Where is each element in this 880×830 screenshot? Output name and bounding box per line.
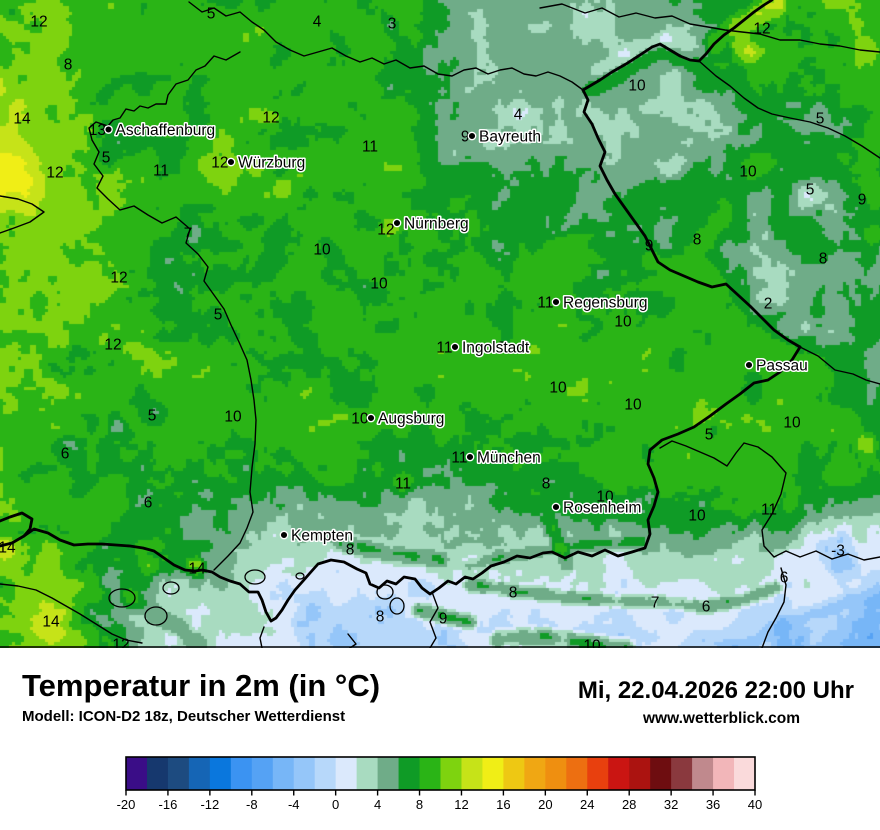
svg-text:5: 5 (214, 307, 223, 324)
svg-text:16: 16 (496, 797, 510, 812)
svg-text:11: 11 (436, 340, 452, 357)
svg-text:10: 10 (351, 411, 369, 428)
svg-text:10: 10 (614, 314, 632, 331)
svg-text:6: 6 (702, 599, 711, 616)
svg-text:10: 10 (783, 415, 801, 432)
svg-text:Aschaffenburg: Aschaffenburg (116, 122, 216, 139)
svg-text:8: 8 (509, 585, 518, 602)
svg-text:-3: -3 (831, 543, 845, 560)
svg-text:12: 12 (46, 165, 63, 182)
svg-text:Rosenheim: Rosenheim (563, 500, 641, 517)
svg-text:Regensburg: Regensburg (563, 295, 647, 312)
svg-text:8: 8 (819, 251, 828, 268)
svg-text:11: 11 (451, 450, 467, 467)
svg-text:-8: -8 (246, 797, 258, 812)
svg-text:12: 12 (110, 270, 127, 287)
svg-text:Augsburg: Augsburg (378, 411, 444, 428)
svg-text:7: 7 (651, 595, 660, 612)
svg-text:24: 24 (580, 797, 594, 812)
svg-text:3: 3 (388, 16, 397, 33)
svg-text:10: 10 (624, 397, 642, 414)
svg-text:7: 7 (499, 340, 508, 357)
svg-text:9: 9 (858, 192, 867, 209)
svg-text:4: 4 (313, 14, 322, 31)
svg-text:5: 5 (207, 6, 216, 23)
svg-text:14: 14 (188, 561, 206, 578)
svg-text:10: 10 (628, 78, 646, 95)
svg-text:10: 10 (224, 409, 242, 426)
svg-text:20: 20 (538, 797, 552, 812)
svg-text:8: 8 (416, 797, 423, 812)
svg-text:11: 11 (537, 295, 553, 312)
svg-text:12: 12 (262, 110, 279, 127)
svg-text:5: 5 (806, 182, 815, 199)
svg-text:32: 32 (664, 797, 678, 812)
svg-text:-12: -12 (200, 797, 219, 812)
svg-text:5: 5 (816, 111, 825, 128)
svg-text:0: 0 (332, 797, 339, 812)
svg-text:-20: -20 (117, 797, 136, 812)
svg-text:9: 9 (645, 238, 654, 255)
svg-text:Würzburg: Würzburg (238, 155, 305, 172)
svg-text:11: 11 (362, 139, 378, 156)
svg-text:12: 12 (211, 155, 228, 172)
svg-text:Passau: Passau (756, 358, 808, 375)
svg-text:11: 11 (761, 502, 777, 519)
svg-text:12: 12 (30, 14, 47, 31)
svg-text:12: 12 (454, 797, 468, 812)
svg-text:5: 5 (705, 427, 714, 444)
svg-text:6: 6 (780, 570, 789, 587)
svg-text:Nürnberg: Nürnberg (404, 216, 469, 233)
svg-text:München: München (477, 450, 541, 467)
svg-text:8: 8 (542, 476, 551, 493)
svg-text:36: 36 (706, 797, 720, 812)
svg-text:12: 12 (377, 222, 394, 239)
svg-text:10: 10 (583, 638, 601, 649)
svg-text:Bayreuth: Bayreuth (479, 129, 541, 146)
svg-text:9: 9 (461, 129, 470, 146)
svg-text:8: 8 (346, 542, 355, 559)
svg-text:14: 14 (42, 614, 60, 631)
svg-text:10: 10 (370, 276, 388, 293)
svg-text:10: 10 (596, 489, 614, 506)
svg-text:14: 14 (13, 111, 31, 128)
svg-text:28: 28 (622, 797, 636, 812)
svg-text:40: 40 (748, 797, 762, 812)
svg-text:10: 10 (688, 508, 706, 525)
svg-text:8: 8 (693, 232, 702, 249)
svg-text:14: 14 (0, 540, 16, 557)
svg-text:11: 11 (395, 476, 411, 493)
svg-text:Kempten: Kempten (291, 528, 353, 545)
svg-text:4: 4 (374, 797, 381, 812)
svg-text:8: 8 (64, 57, 73, 74)
svg-text:12: 12 (112, 637, 129, 649)
svg-text:12: 12 (104, 337, 121, 354)
svg-text:Ingolstadt: Ingolstadt (462, 340, 530, 357)
svg-text:10: 10 (739, 164, 757, 181)
svg-text:7: 7 (184, 226, 193, 243)
svg-text:12: 12 (753, 21, 770, 38)
svg-text:2: 2 (764, 296, 773, 313)
svg-text:-16: -16 (159, 797, 178, 812)
svg-text:4: 4 (514, 107, 523, 124)
svg-text:10: 10 (549, 380, 567, 397)
svg-text:8: 8 (376, 609, 385, 626)
svg-text:6: 6 (61, 446, 70, 463)
svg-text:6: 6 (144, 495, 153, 512)
svg-text:5: 5 (102, 150, 111, 167)
svg-text:-4: -4 (288, 797, 300, 812)
svg-text:10: 10 (313, 242, 331, 259)
svg-text:11: 11 (153, 163, 169, 180)
svg-text:9: 9 (439, 611, 448, 628)
svg-text:5: 5 (148, 408, 157, 425)
svg-text:13: 13 (89, 122, 106, 139)
